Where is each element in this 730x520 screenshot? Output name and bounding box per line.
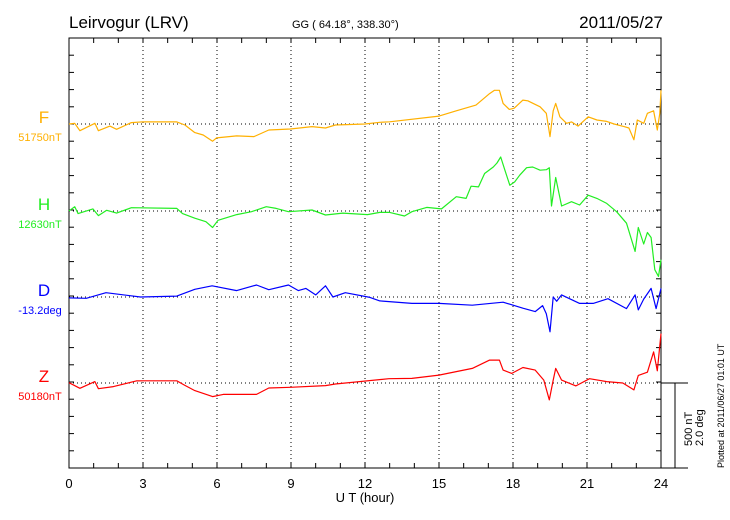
series-line-d [68, 284, 662, 333]
scale-bar: 500 nT 2.0 deg [661, 382, 706, 469]
chart-title: Leirvogur (LRV) [69, 13, 189, 32]
series-line-f [68, 89, 662, 142]
x-tick-label: 15 [432, 476, 446, 491]
x-tick-label: 24 [654, 476, 668, 491]
series-lines [68, 89, 662, 401]
x-tick-label: 12 [358, 476, 372, 491]
baseline-label-z: 50180nT [18, 391, 62, 403]
baseline-label-f: 51750nT [18, 132, 62, 144]
x-tick-labels: 0 3 6 9 12 15 18 21 24 [65, 476, 668, 491]
baseline-label-d: -13.2deg [18, 305, 61, 317]
series-line-h [68, 156, 662, 277]
series-name-z: Z [39, 367, 49, 386]
series-name-h: H [38, 195, 50, 214]
x-tick-label: 6 [213, 476, 220, 491]
grid [69, 38, 661, 468]
scale-bar-nt-label: 500 nT [683, 411, 695, 446]
x-tick-label: 0 [65, 476, 72, 491]
series-labels: F 51750nT H 12630nT D -13.2deg Z 50180nT [18, 108, 62, 403]
x-tick-label: 21 [580, 476, 594, 491]
chart-date: 2011/05/27 [579, 13, 663, 32]
x-tick-label: 3 [139, 476, 146, 491]
x-tick-label: 18 [506, 476, 520, 491]
x-tick-label: 9 [287, 476, 294, 491]
axis-ticks [68, 37, 662, 469]
x-axis-label: U T (hour) [336, 490, 395, 505]
plotted-at-footer: Plotted at 2011/06/27 01:01 UT [716, 343, 726, 468]
baseline-label-h: 12630nT [18, 219, 62, 231]
scale-bar-deg-label: 2.0 deg [694, 409, 706, 446]
chart-subtitle: GG ( 64.18°, 338.30°) [292, 19, 399, 31]
series-name-d: D [38, 281, 50, 300]
series-line-z [68, 333, 662, 401]
series-name-f: F [39, 108, 49, 127]
